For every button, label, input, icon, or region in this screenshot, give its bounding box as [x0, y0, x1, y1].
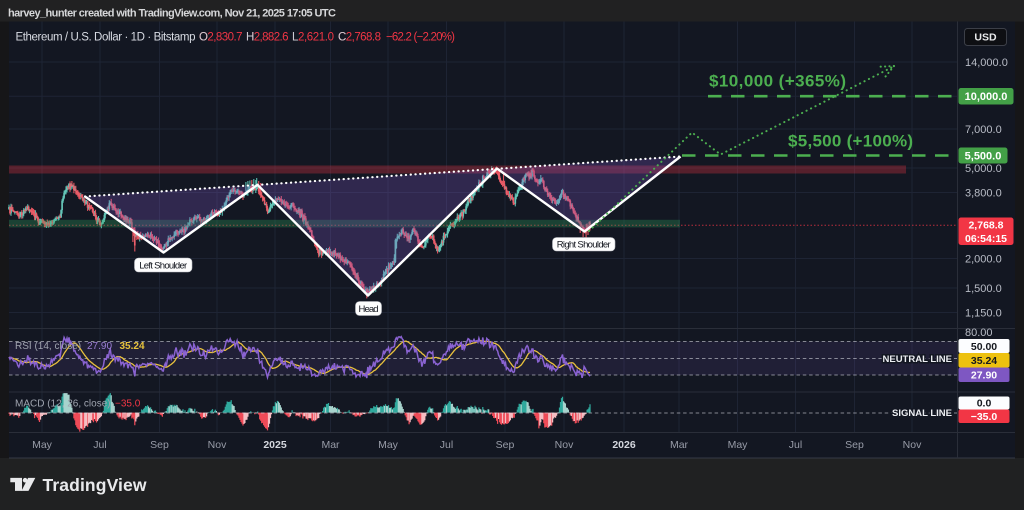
- svg-text:7,000.0: 7,000.0: [965, 124, 1002, 136]
- svg-text:1,150.0: 1,150.0: [965, 307, 1002, 319]
- svg-text:35.24: 35.24: [120, 341, 145, 352]
- svg-text:0.0: 0.0: [977, 398, 992, 410]
- svg-text:80.00: 80.00: [965, 327, 993, 339]
- svg-text:C2,768.8: C2,768.8: [338, 31, 381, 43]
- svg-text:Sep: Sep: [150, 439, 169, 451]
- svg-text:Sep: Sep: [496, 439, 515, 451]
- svg-text:Ethereum / U.S. Dollar · 1D ·: Ethereum / U.S. Dollar · 1D · Bitstamp: [16, 31, 196, 43]
- svg-text:Mar: Mar: [321, 439, 340, 451]
- svg-text:MACD (12, 26, close): MACD (12, 26, close): [15, 398, 111, 409]
- svg-text:Nov: Nov: [903, 439, 922, 451]
- svg-text:2026: 2026: [612, 439, 636, 451]
- svg-text:TradingView: TradingView: [43, 475, 147, 495]
- svg-text:Head: Head: [359, 304, 379, 315]
- svg-text:Mar: Mar: [670, 439, 689, 451]
- svg-text:Jul: Jul: [440, 439, 453, 451]
- svg-text:06:54:15: 06:54:15: [965, 233, 1007, 245]
- svg-text:$10,000 (+365%): $10,000 (+365%): [709, 72, 846, 91]
- svg-text:RSI (14, close): RSI (14, close): [15, 341, 81, 352]
- svg-text:−62.2 (−2.20%): −62.2 (−2.20%): [386, 31, 455, 43]
- svg-text:O2,830.7: O2,830.7: [199, 31, 243, 43]
- svg-text:L: L: [292, 31, 299, 43]
- svg-text:$5,500 (+100%): $5,500 (+100%): [788, 132, 913, 151]
- svg-text:USD: USD: [974, 32, 997, 44]
- svg-text:Sep: Sep: [845, 439, 864, 451]
- svg-text:May: May: [728, 439, 749, 451]
- svg-text:harvey_hunter created with Tra: harvey_hunter created with TradingView.c…: [8, 8, 336, 20]
- svg-text:NEUTRAL LINE: NEUTRAL LINE: [883, 354, 953, 365]
- svg-text:Nov: Nov: [208, 439, 227, 451]
- svg-text:27.90: 27.90: [87, 341, 112, 352]
- svg-text:50.00: 50.00: [971, 341, 997, 353]
- svg-text:35.24: 35.24: [971, 355, 997, 367]
- svg-text:27.90: 27.90: [971, 370, 997, 382]
- svg-text:14,000.0: 14,000.0: [965, 57, 1008, 69]
- svg-text:Jul: Jul: [789, 439, 802, 451]
- svg-text:Jul: Jul: [93, 439, 106, 451]
- svg-text:10,000.0: 10,000.0: [965, 91, 1008, 103]
- svg-text:1,500.0: 1,500.0: [965, 283, 1002, 295]
- svg-text:C: C: [338, 31, 346, 43]
- svg-text:2,768.8: 2,768.8: [968, 220, 1003, 232]
- svg-text:5,500.0: 5,500.0: [965, 151, 1002, 163]
- svg-text:H2,882.6: H2,882.6: [246, 31, 289, 43]
- svg-text:May: May: [378, 439, 399, 451]
- svg-text:O: O: [199, 31, 208, 43]
- svg-text:2025: 2025: [263, 439, 287, 451]
- svg-text:−35.0: −35.0: [115, 398, 141, 409]
- svg-text:Left Shoulder: Left Shoulder: [139, 260, 187, 271]
- svg-text:−35.0: −35.0: [971, 411, 998, 423]
- svg-text:3,800.0: 3,800.0: [965, 187, 1002, 199]
- svg-text:5,000.0: 5,000.0: [965, 163, 1002, 175]
- svg-text:L2,621.0: L2,621.0: [292, 31, 334, 43]
- svg-text:Nov: Nov: [555, 439, 574, 451]
- svg-text:2,000.0: 2,000.0: [965, 253, 1002, 265]
- svg-text:SIGNAL LINE: SIGNAL LINE: [892, 408, 952, 419]
- svg-text:Right Shoulder: Right Shoulder: [557, 240, 611, 251]
- svg-text:May: May: [32, 439, 53, 451]
- svg-text:H: H: [246, 31, 254, 43]
